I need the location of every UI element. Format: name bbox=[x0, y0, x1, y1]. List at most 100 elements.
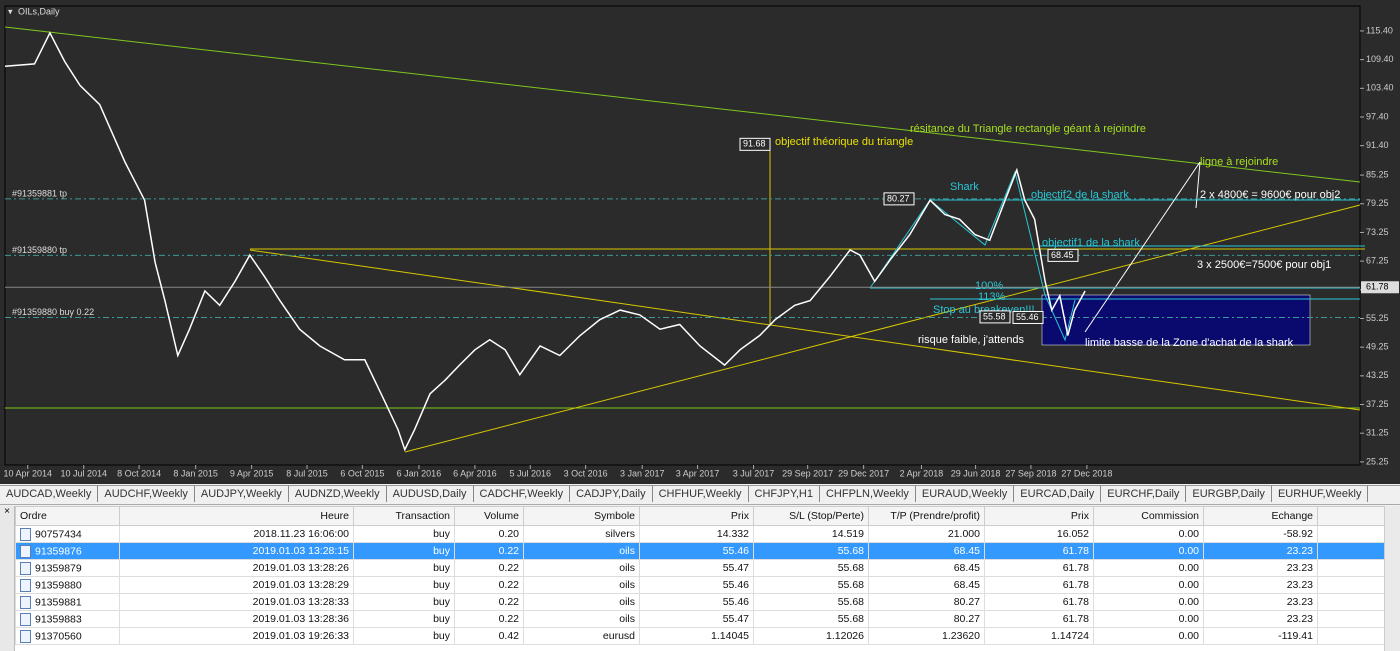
y-tick-label: 67.25 bbox=[1366, 255, 1389, 265]
cell-text: 2019.01.03 13:28:26 bbox=[252, 562, 349, 574]
column-header[interactable]: S/L (Stop/Perte) bbox=[753, 506, 869, 526]
x-tick-label: 2 Apr 2018 bbox=[900, 468, 944, 478]
column-header[interactable]: Prix bbox=[984, 506, 1094, 526]
cell: 14.332 bbox=[639, 525, 754, 543]
cell: buy bbox=[353, 593, 455, 611]
cell-text: 91359883 bbox=[35, 612, 82, 625]
cell-text: 1.23620 bbox=[942, 630, 980, 642]
cell-text: silvers bbox=[605, 528, 635, 540]
cell-text: 55.47 bbox=[722, 613, 749, 625]
tab[interactable]: EURCAD,Daily bbox=[1014, 486, 1102, 502]
cell-text: oils bbox=[619, 579, 635, 591]
cell-text: 14.332 bbox=[716, 528, 749, 540]
tab[interactable]: EURHUF,Weekly bbox=[1272, 486, 1369, 502]
tab[interactable]: CHFHUF,Weekly bbox=[653, 486, 749, 502]
cell-text: 68.45 bbox=[953, 579, 980, 591]
cell-text: 2019.01.03 19:26:33 bbox=[252, 630, 349, 642]
column-header[interactable]: &Profit bbox=[1317, 506, 1400, 526]
order-icon bbox=[20, 629, 31, 643]
order-row[interactable]: 91359881 2019.01.03 13:28:33 buy 0.22 oils 55… bbox=[15, 593, 1400, 611]
cell-text: 0.22 bbox=[498, 545, 519, 557]
y-tick-label: 43.25 bbox=[1366, 370, 1389, 380]
cell-text: oils bbox=[619, 596, 635, 608]
tab[interactable]: EURAUD,Weekly bbox=[916, 486, 1015, 502]
tab[interactable]: CADJPY,Daily bbox=[570, 486, 653, 502]
cell-text: 91370560 bbox=[35, 629, 82, 642]
cell-text: 61.78 bbox=[1062, 579, 1089, 591]
cell-text: 1.14724 bbox=[1051, 630, 1089, 642]
column-header[interactable]: T/P (Prendre/profit) bbox=[868, 506, 985, 526]
x-tick-label: 6 Jan 2016 bbox=[397, 468, 442, 478]
tab[interactable]: AUDCAD,Weekly bbox=[0, 486, 99, 502]
cell-text: 0.00 bbox=[1178, 596, 1199, 608]
level-box bbox=[979, 310, 1011, 324]
cell: 55.46 bbox=[639, 542, 754, 560]
cell-text: 0.20 bbox=[498, 528, 519, 540]
cell: 0.00 bbox=[1093, 627, 1204, 645]
cell: buy bbox=[353, 559, 455, 577]
cell: 2019.01.03 13:28:26 bbox=[119, 559, 354, 577]
tab[interactable]: CHFJPY,H1 bbox=[749, 486, 820, 502]
order-row[interactable]: 90757434 2018.11.23 16:06:00 buy 0.20 silver… bbox=[15, 525, 1400, 543]
cell: 2019.01.03 19:26:33 bbox=[119, 627, 354, 645]
tab[interactable]: AUDJPY,Weekly bbox=[195, 486, 289, 502]
column-header[interactable]: Echange bbox=[1203, 506, 1318, 526]
y-tick-label: 55.25 bbox=[1366, 313, 1389, 323]
cell: 23.23 bbox=[1203, 610, 1318, 628]
column-header[interactable]: Ordre bbox=[15, 506, 120, 526]
column-header[interactable]: Heure bbox=[119, 506, 354, 526]
cell-text: 55.68 bbox=[837, 579, 864, 591]
y-tick-label: 25.25 bbox=[1366, 456, 1389, 466]
order-row[interactable]: 91359879 2019.01.03 13:28:26 buy 0.22 oils 55… bbox=[15, 559, 1400, 577]
annotation: 2 x 4800€ = 9600€ pour obj2 bbox=[1200, 189, 1340, 201]
cell-text: 0.00 bbox=[1178, 545, 1199, 557]
tab[interactable]: AUDUSD,Daily bbox=[387, 486, 474, 502]
cell: 68.45 bbox=[868, 559, 985, 577]
cell: 0.22 bbox=[454, 542, 524, 560]
order-row[interactable]: 91359876 2019.01.03 13:28:15 buy 0.22 oils 55… bbox=[15, 542, 1400, 560]
cell: 248.58× bbox=[1317, 627, 1400, 645]
order-row[interactable]: 91359883 2019.01.03 13:28:36 buy 0.22 oils 55… bbox=[15, 610, 1400, 628]
annotation: limite basse de la Zone d'achat de la sh… bbox=[1085, 337, 1294, 349]
order-icon bbox=[20, 544, 31, 558]
cell-text: 23.23 bbox=[1286, 562, 1313, 574]
column-header[interactable]: Symbole bbox=[523, 506, 640, 526]
tab[interactable]: EURCHF,Daily bbox=[1101, 486, 1187, 502]
cell-text: 23.23 bbox=[1286, 579, 1313, 591]
cell-text: 14.519 bbox=[831, 528, 864, 540]
order-icon bbox=[20, 578, 31, 592]
tab[interactable]: CADCHF,Weekly bbox=[474, 486, 571, 502]
tab[interactable]: EURGBP,Daily bbox=[1186, 486, 1272, 502]
cell-text: 61.78 bbox=[1062, 596, 1089, 608]
cell: 23.23 bbox=[1203, 576, 1318, 594]
cell: buy bbox=[353, 525, 455, 543]
y-tick-label: 115.40 bbox=[1366, 25, 1393, 35]
tab[interactable]: AUDNZD,Weekly bbox=[289, 486, 387, 502]
tab[interactable]: AUDCHF,Weekly bbox=[98, 486, 195, 502]
column-header[interactable]: Commission bbox=[1093, 506, 1204, 526]
column-header[interactable]: Transaction bbox=[353, 506, 455, 526]
level-label: 80.27 bbox=[887, 193, 910, 203]
cell-text: 0.22 bbox=[498, 562, 519, 574]
cell-text: oils bbox=[619, 562, 635, 574]
cell: 2019.01.03 13:28:33 bbox=[119, 593, 354, 611]
cell-text: buy bbox=[433, 579, 450, 591]
cell-text: buy bbox=[433, 562, 450, 574]
x-tick-label: 9 Apr 2015 bbox=[230, 468, 274, 478]
column-header[interactable]: Volume bbox=[454, 506, 524, 526]
order-line-label: #91359881 tp bbox=[12, 188, 67, 198]
order-row[interactable]: 91359880 2019.01.03 13:28:29 buy 0.22 oils 55… bbox=[15, 576, 1400, 594]
cell: oils bbox=[523, 593, 640, 611]
order-icon bbox=[20, 595, 31, 609]
terminal-sidebar: × bbox=[0, 506, 15, 651]
column-header[interactable]: Prix bbox=[639, 506, 754, 526]
cell-text: 61.78 bbox=[1062, 545, 1089, 557]
tab[interactable]: CHFPLN,Weekly bbox=[820, 486, 916, 502]
cell: 0.22 bbox=[454, 610, 524, 628]
order-row[interactable]: 91370560 2019.01.03 19:26:33 buy 0.42 eurusd… bbox=[15, 627, 1400, 645]
cell: 16.052 bbox=[984, 525, 1094, 543]
level-label: 91.68 bbox=[743, 139, 766, 149]
arrow bbox=[1084, 161, 1201, 333]
cell: 80.27 bbox=[868, 610, 985, 628]
level-label: 55.46 bbox=[1016, 312, 1039, 322]
